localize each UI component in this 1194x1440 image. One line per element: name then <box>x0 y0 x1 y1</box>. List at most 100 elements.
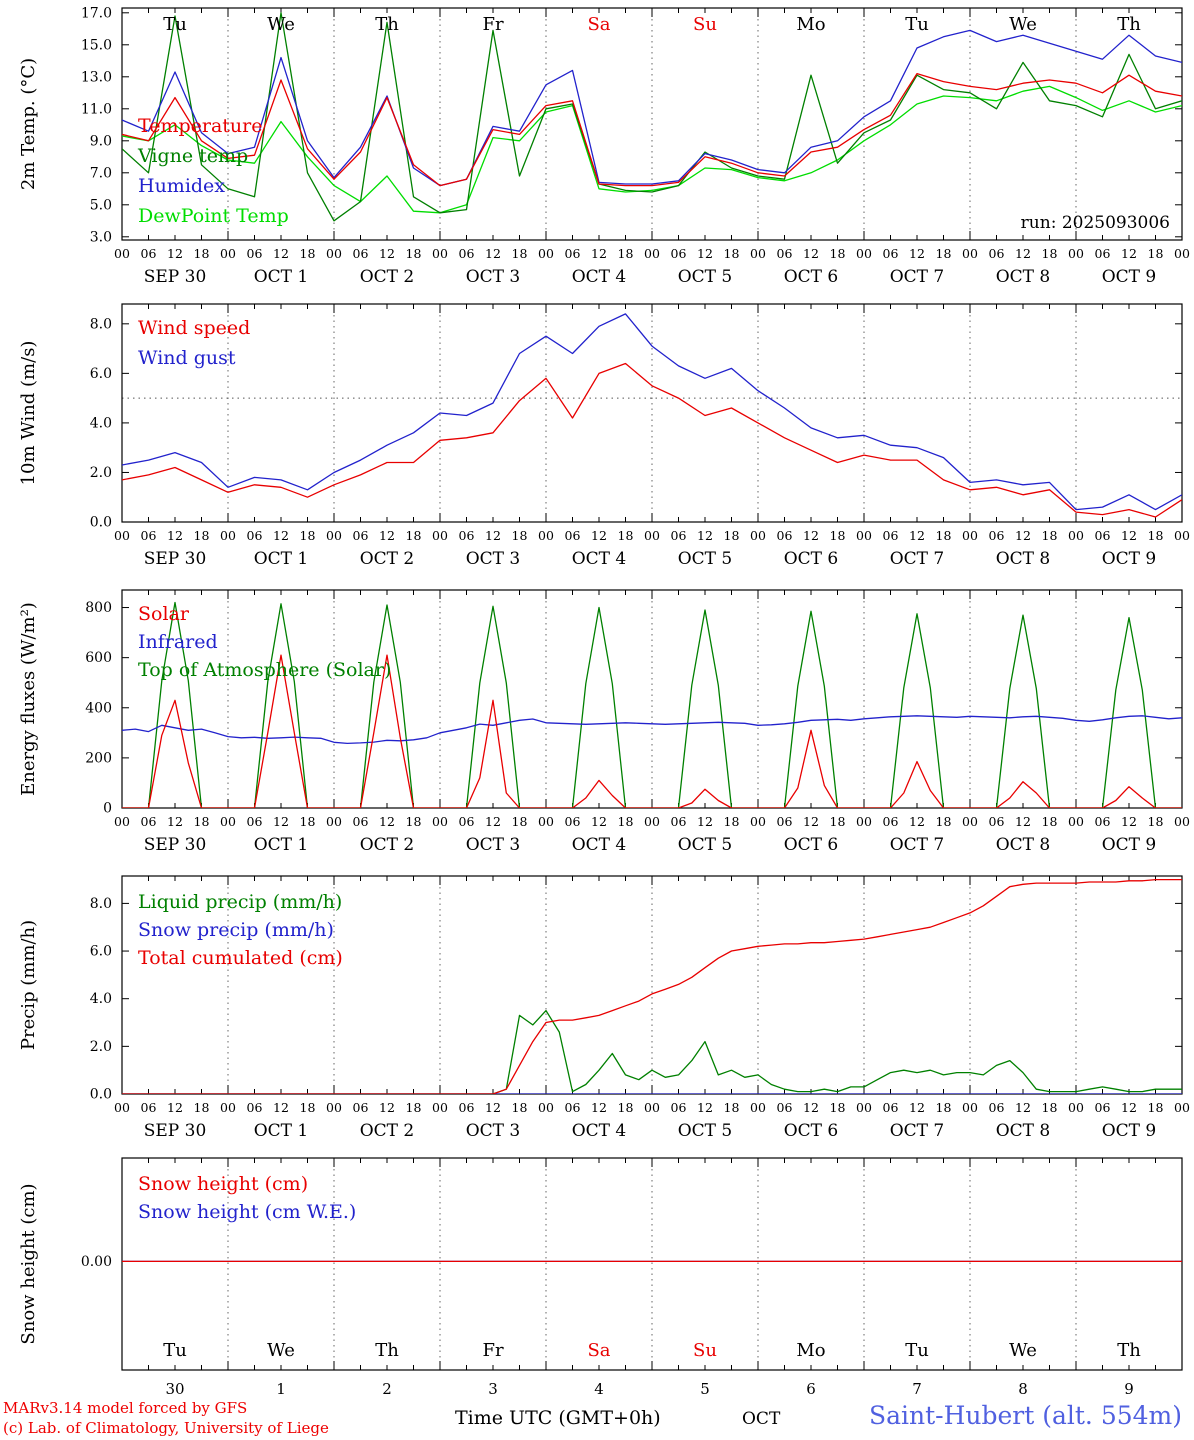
svg-text:12: 12 <box>1015 814 1031 829</box>
svg-text:06: 06 <box>777 1100 793 1115</box>
svg-text:18: 18 <box>830 1100 846 1115</box>
svg-text:SEP 30: SEP 30 <box>144 1121 207 1141</box>
lab-credit-line: (c) Lab. of Climatology, University of L… <box>3 1418 329 1437</box>
precip-panel: 00 06 12 18 00 06 12 18 00 06 12 18 00 06 12 18 00 06 12 18… <box>18 875 1190 1141</box>
svg-text:06: 06 <box>777 528 793 543</box>
svg-text:18: 18 <box>406 1100 422 1115</box>
svg-text:12: 12 <box>697 528 713 543</box>
svg-text:OCT 9: OCT 9 <box>1102 835 1157 855</box>
svg-text:06: 06 <box>989 528 1005 543</box>
svg-text:Wind speed: Wind speed <box>138 317 250 339</box>
svg-text:06: 06 <box>777 814 793 829</box>
svg-text:06: 06 <box>353 246 369 261</box>
svg-text:18: 18 <box>194 1100 210 1115</box>
svg-text:OCT 7: OCT 7 <box>890 267 945 287</box>
svg-text:06: 06 <box>565 246 581 261</box>
svg-text:18: 18 <box>512 814 528 829</box>
svg-text:12: 12 <box>909 1100 925 1115</box>
time-axis-label: Time UTC (GMT+0h) <box>455 1407 661 1429</box>
svg-text:12: 12 <box>591 246 607 261</box>
svg-text:00: 00 <box>856 246 872 261</box>
svg-text:5: 5 <box>700 1380 710 1398</box>
svg-text:0.0: 0.0 <box>90 515 112 531</box>
svg-text:18: 18 <box>830 528 846 543</box>
svg-text:Precip (mm/h): Precip (mm/h) <box>18 920 39 1050</box>
svg-text:00: 00 <box>856 1100 872 1115</box>
svg-text:00: 00 <box>1174 1100 1190 1115</box>
svg-text:12: 12 <box>273 246 289 261</box>
svg-text:Temperature: Temperature <box>138 115 262 137</box>
svg-text:18: 18 <box>618 246 634 261</box>
svg-text:06: 06 <box>989 1100 1005 1115</box>
svg-text:12: 12 <box>1121 528 1137 543</box>
svg-text:06: 06 <box>989 814 1005 829</box>
svg-text:4: 4 <box>594 1380 604 1398</box>
svg-text:12: 12 <box>697 1100 713 1115</box>
svg-text:30: 30 <box>165 1380 184 1398</box>
svg-text:We: We <box>1009 1340 1037 1361</box>
svg-text:06: 06 <box>883 1100 899 1115</box>
svg-text:12: 12 <box>1121 246 1137 261</box>
svg-text:OCT 3: OCT 3 <box>466 549 521 569</box>
svg-text:00: 00 <box>750 814 766 829</box>
svg-text:OCT 3: OCT 3 <box>466 1121 521 1141</box>
svg-text:00: 00 <box>1068 246 1084 261</box>
svg-text:18: 18 <box>300 246 316 261</box>
svg-text:12: 12 <box>697 814 713 829</box>
svg-text:00: 00 <box>326 528 342 543</box>
svg-text:6: 6 <box>806 1380 816 1398</box>
svg-text:18: 18 <box>512 1100 528 1115</box>
svg-text:Solar: Solar <box>138 603 190 625</box>
svg-text:18: 18 <box>1042 814 1058 829</box>
svg-text:12: 12 <box>379 246 395 261</box>
svg-text:18: 18 <box>618 1100 634 1115</box>
svg-text:12: 12 <box>909 814 925 829</box>
svg-text:OCT 1: OCT 1 <box>254 267 309 287</box>
svg-text:9: 9 <box>1124 1380 1134 1398</box>
svg-text:18: 18 <box>724 1100 740 1115</box>
svg-text:Snow height (cm): Snow height (cm) <box>18 1183 39 1344</box>
svg-text:00: 00 <box>538 528 554 543</box>
svg-text:Snow height (cm): Snow height (cm) <box>138 1173 308 1195</box>
svg-text:We: We <box>267 1340 295 1361</box>
svg-text:Th: Th <box>1117 14 1141 35</box>
svg-text:run: 2025093006: run: 2025093006 <box>1021 213 1170 233</box>
svg-text:18: 18 <box>936 1100 952 1115</box>
svg-text:12: 12 <box>803 246 819 261</box>
svg-text:0.00: 0.00 <box>81 1254 112 1270</box>
svg-text:Th: Th <box>1117 1340 1141 1361</box>
svg-text:Mo: Mo <box>796 14 825 35</box>
svg-text:OCT 8: OCT 8 <box>996 1121 1051 1141</box>
svg-text:18: 18 <box>512 528 528 543</box>
svg-text:OCT 8: OCT 8 <box>996 835 1051 855</box>
svg-text:00: 00 <box>644 1100 660 1115</box>
svg-text:00: 00 <box>114 1100 130 1115</box>
svg-text:06: 06 <box>989 246 1005 261</box>
svg-text:2: 2 <box>382 1380 392 1398</box>
svg-text:OCT 5: OCT 5 <box>678 549 733 569</box>
svg-text:2.0: 2.0 <box>90 1039 112 1055</box>
svg-text:18: 18 <box>406 246 422 261</box>
svg-text:OCT 8: OCT 8 <box>996 267 1051 287</box>
svg-text:12: 12 <box>803 1100 819 1115</box>
svg-text:800: 800 <box>85 600 112 616</box>
svg-text:06: 06 <box>247 528 263 543</box>
svg-text:OCT 4: OCT 4 <box>572 549 627 569</box>
svg-text:06: 06 <box>459 1100 475 1115</box>
svg-text:18: 18 <box>194 246 210 261</box>
svg-text:17.0: 17.0 <box>81 5 112 21</box>
svg-text:Th: Th <box>375 1340 399 1361</box>
svg-text:12: 12 <box>379 814 395 829</box>
svg-text:06: 06 <box>565 814 581 829</box>
svg-text:5.0: 5.0 <box>90 197 112 213</box>
svg-text:OCT 5: OCT 5 <box>678 267 733 287</box>
svg-text:DewPoint Temp: DewPoint Temp <box>138 205 289 227</box>
svg-text:Total cumulated (cm): Total cumulated (cm) <box>138 947 343 969</box>
svg-text:00: 00 <box>538 246 554 261</box>
svg-text:00: 00 <box>962 246 978 261</box>
svg-text:12: 12 <box>909 528 925 543</box>
svg-text:06: 06 <box>141 246 157 261</box>
svg-text:10m Wind (m/s): 10m Wind (m/s) <box>18 341 39 486</box>
svg-text:06: 06 <box>141 528 157 543</box>
svg-text:2.0: 2.0 <box>90 465 112 481</box>
